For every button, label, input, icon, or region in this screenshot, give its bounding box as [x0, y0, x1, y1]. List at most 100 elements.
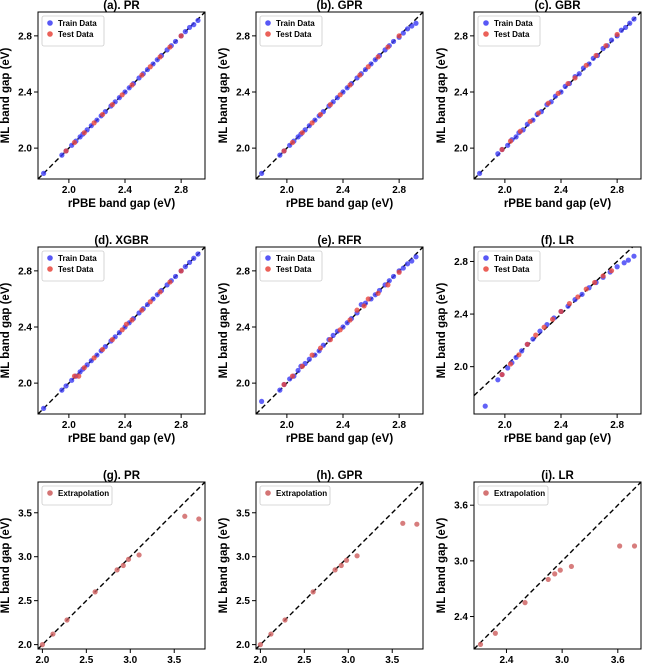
legend-marker: [483, 20, 489, 26]
subplot-title: (a). PR: [103, 0, 140, 12]
data-point: [593, 52, 599, 59]
series-train-data: [41, 251, 201, 411]
legend: Train Data Test Data: [259, 250, 323, 282]
data-point: [76, 373, 82, 379]
data-point: [91, 355, 97, 361]
data-point: [390, 273, 397, 280]
legend-box: [259, 250, 323, 282]
y-tick-label: 2.0: [454, 362, 468, 373]
legend-marker: [47, 255, 53, 261]
data-point: [281, 381, 287, 388]
x-tick-label: 2.4: [336, 185, 350, 196]
legend-label: Test Data: [58, 30, 94, 39]
data-point: [317, 345, 324, 351]
x-tick-label: 2.4: [554, 420, 568, 431]
x-tick-label: 2.4: [118, 185, 132, 196]
legend-marker: [47, 31, 53, 37]
data-point: [259, 398, 265, 404]
y-tick-label: 2.4: [18, 87, 32, 98]
legend: Train Data Test Data: [477, 250, 541, 282]
series-extrapolation: [257, 520, 420, 648]
data-point: [182, 513, 188, 519]
data-point: [330, 332, 336, 339]
data-point: [566, 300, 573, 307]
x-tick-label: 2.8: [392, 420, 406, 431]
x-tick-label: 2.0: [253, 655, 267, 666]
legend-box: [259, 485, 331, 506]
data-point: [375, 290, 381, 296]
data-point: [282, 617, 288, 623]
data-point: [172, 273, 179, 280]
series-extrapolation: [477, 543, 638, 647]
x-tick-label: 2.8: [610, 420, 624, 431]
data-point: [109, 102, 115, 108]
x-tick-label: 2.4: [500, 655, 514, 666]
legend-marker: [483, 31, 489, 37]
data-point: [603, 43, 609, 49]
legend-marker: [483, 490, 489, 496]
data-point: [549, 316, 556, 322]
legend-marker: [47, 266, 53, 272]
legend-box: [477, 250, 541, 282]
data-point: [537, 328, 543, 334]
y-axis-label: ML band gap (eV): [0, 518, 12, 614]
data-point: [295, 367, 301, 374]
data-point: [477, 641, 484, 647]
y-axis-label: ML band gap (eV): [218, 48, 230, 144]
legend-label: Extrapolation: [58, 489, 109, 498]
data-point: [409, 258, 415, 264]
x-tick-label: 3.6: [611, 655, 625, 666]
data-point: [338, 562, 344, 569]
x-axis-label: rPBE band gap (eV): [504, 198, 612, 210]
data-point: [621, 260, 627, 266]
legend: Train Data Test Data: [41, 250, 105, 282]
data-point: [39, 642, 45, 648]
data-point: [191, 22, 197, 28]
plot-frame: [37, 246, 206, 415]
subplot-title: (b). GPR: [317, 0, 364, 12]
series-test-data: [499, 31, 620, 153]
data-point: [81, 365, 87, 371]
y-tick-label: 3.5: [236, 508, 250, 519]
y-tick-label: 2.5: [236, 596, 250, 607]
data-point: [385, 44, 391, 50]
y-tick-label: 2.4: [454, 612, 468, 623]
legend: Extrapolation: [477, 485, 549, 506]
y-tick-label: 2.8: [236, 266, 250, 277]
data-point: [327, 102, 333, 108]
y-tick-label: 2.0: [236, 144, 250, 155]
subplot-3: 2.0 2.4 2.8 2.0 2.4 2.8 (c). GBR rPBE band gap …: [436, 0, 642, 210]
data-point: [396, 269, 402, 275]
subplot-6: 2.0 2.4 2.8 2.0 2.4 2.8 (f). LR rPBE band gap (…: [436, 235, 642, 445]
data-point: [309, 352, 315, 358]
y-tick-label: 2.4: [454, 87, 468, 98]
x-tick-label: 2.5: [297, 655, 311, 666]
y-axis-label: ML band gap (eV): [436, 518, 448, 614]
data-point: [499, 371, 505, 378]
legend-box: [259, 15, 323, 47]
data-point: [172, 38, 179, 45]
plot-frame: [473, 11, 642, 180]
data-point: [614, 31, 620, 38]
x-tick-label: 2.8: [392, 185, 406, 196]
data-point: [59, 152, 65, 158]
series-extrapolation: [39, 513, 202, 648]
plot-frame: [255, 11, 424, 180]
data-point: [195, 17, 201, 24]
y-tick-label: 3.6: [454, 501, 468, 512]
subplot-1: 2.0 2.4 2.8 2.0 2.4 2.8 (a). PR rPBE band gap (…: [0, 0, 206, 210]
legend-label: Test Data: [276, 265, 312, 274]
data-point: [64, 617, 70, 623]
data-point: [81, 130, 87, 136]
data-point: [120, 562, 126, 569]
y-tick-label: 2.8: [454, 257, 468, 268]
data-point: [568, 563, 575, 570]
data-point: [622, 24, 629, 31]
data-point: [400, 520, 406, 526]
data-point: [404, 261, 411, 267]
legend: Train Data Test Data: [477, 15, 541, 47]
plot-frame: [255, 246, 424, 415]
data-point: [592, 279, 598, 286]
data-point: [631, 253, 637, 259]
legend-marker: [265, 255, 271, 261]
